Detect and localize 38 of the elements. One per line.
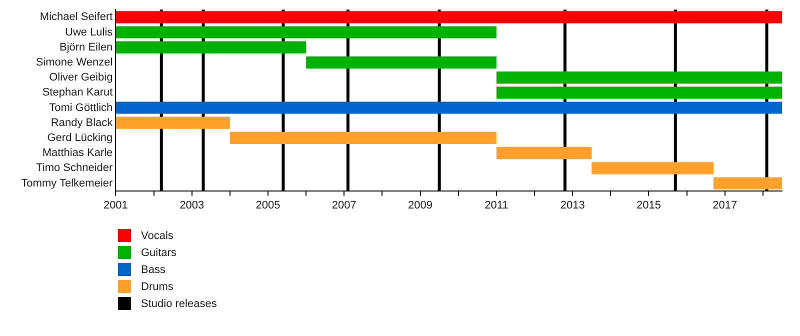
bar bbox=[496, 72, 782, 84]
bar bbox=[116, 26, 496, 38]
x-tick-label: 2009 bbox=[408, 199, 433, 212]
x-tick-label: 2011 bbox=[484, 199, 508, 212]
x-tick-label: 2007 bbox=[332, 199, 356, 212]
y-tick-label: Tomi Göttlich bbox=[49, 102, 113, 114]
bar bbox=[496, 86, 782, 99]
x-tick-label: 2005 bbox=[256, 199, 280, 212]
x-tick-label: 2013 bbox=[560, 199, 585, 212]
bar bbox=[116, 116, 230, 129]
y-tick-label: Björn Eilen bbox=[59, 41, 113, 54]
legend-label: Drums bbox=[141, 280, 174, 292]
legend-label: Vocals bbox=[141, 230, 174, 242]
bar bbox=[116, 41, 306, 54]
y-tick-label: Gerd Lücking bbox=[47, 132, 113, 144]
y-tick-label: Uwe Lulis bbox=[64, 26, 114, 38]
y-tick-label: Stephan Karut bbox=[42, 86, 113, 99]
x-tick-label: 2001 bbox=[103, 199, 128, 212]
x-tick-label: 2017 bbox=[712, 199, 738, 212]
y-tick-label: Timo Schneider bbox=[36, 162, 114, 174]
x-tick-label: 2015 bbox=[636, 199, 661, 212]
legend-label: Bass bbox=[141, 264, 166, 276]
bar bbox=[230, 132, 496, 144]
y-tick-label: Simone Wenzel bbox=[36, 56, 113, 68]
y-tick-label: Oliver Geibig bbox=[49, 72, 113, 84]
y-tick-label: Matthias Karle bbox=[42, 147, 113, 160]
y-tick-label: Michael Seifert bbox=[40, 11, 113, 24]
legend-label: Studio releases bbox=[141, 298, 217, 310]
legend-label: Guitars bbox=[141, 246, 176, 258]
x-tick-label: 2003 bbox=[180, 199, 204, 212]
bar bbox=[116, 102, 782, 114]
bar bbox=[592, 162, 714, 174]
bar bbox=[713, 177, 782, 190]
y-tick-label: Randy Black bbox=[50, 116, 114, 129]
bar bbox=[496, 147, 592, 160]
y-tick-label: Tommy Telkemeier bbox=[21, 177, 114, 190]
bar bbox=[116, 11, 782, 24]
bar bbox=[306, 56, 496, 68]
